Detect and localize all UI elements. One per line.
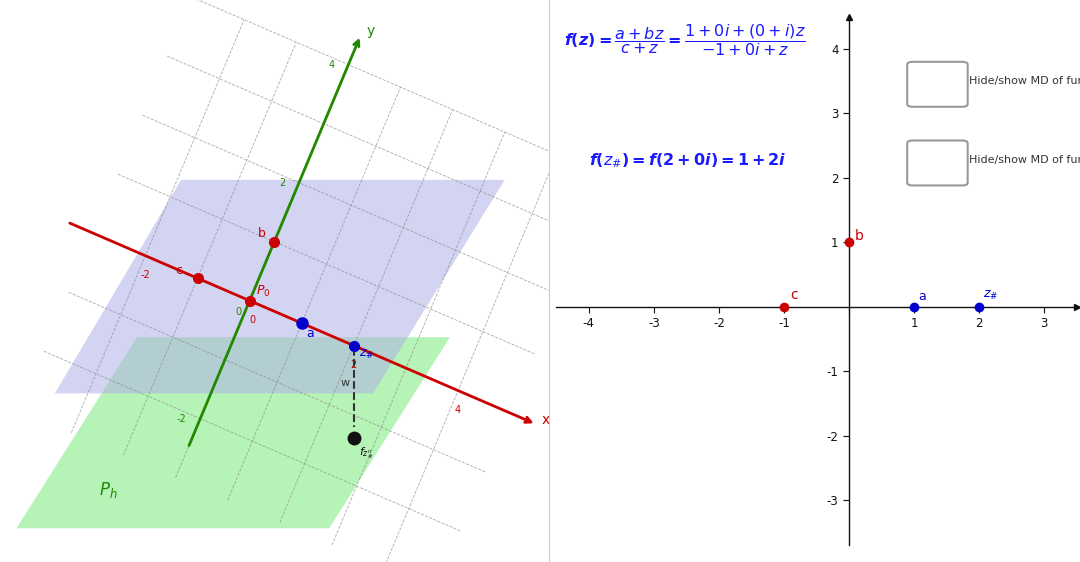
Text: $P_0$: $P_0$ xyxy=(256,284,271,299)
Text: -2: -2 xyxy=(177,414,187,424)
Text: $P_h$: $P_h$ xyxy=(98,479,118,500)
Text: x: x xyxy=(542,413,550,427)
Text: 0: 0 xyxy=(249,315,256,325)
Text: 4: 4 xyxy=(328,60,335,70)
Text: c: c xyxy=(176,264,183,277)
Text: a: a xyxy=(919,291,927,303)
Text: Hide/show MD of function with line: Hide/show MD of function with line xyxy=(969,76,1080,87)
Text: $f_{z_{\#}}$: $f_{z_{\#}}$ xyxy=(919,162,933,180)
Polygon shape xyxy=(16,337,450,528)
Text: $z_{\#}$: $z_{\#}$ xyxy=(983,289,998,302)
Text: $\boldsymbol{f(z) = \dfrac{a + bz}{c + z} = \dfrac{1 + 0i + (0 + i)z}{-1 + 0i + : $\boldsymbol{f(z) = \dfrac{a + bz}{c + z… xyxy=(564,22,806,58)
Text: 2: 2 xyxy=(351,360,357,370)
Text: $f_{z_{\#}^n}$: $f_{z_{\#}^n}$ xyxy=(360,445,374,461)
Text: Hide/show MD of function with circle: Hide/show MD of function with circle xyxy=(969,155,1080,165)
Text: -2: -2 xyxy=(140,270,150,280)
Text: w: w xyxy=(340,378,349,388)
Text: b: b xyxy=(258,227,266,240)
Text: 0: 0 xyxy=(235,307,242,317)
Text: 2: 2 xyxy=(279,178,285,188)
Text: a: a xyxy=(306,327,314,340)
Text: b: b xyxy=(855,229,864,243)
Text: 4: 4 xyxy=(455,405,461,415)
Polygon shape xyxy=(55,180,504,393)
Text: $\boldsymbol{f(z_{\#}) = f(2 + 0i) = 1 + 2i}$: $\boldsymbol{f(z_{\#}) = f(2 + 0i) = 1 +… xyxy=(589,152,786,170)
Text: c: c xyxy=(789,288,797,302)
Text: y: y xyxy=(366,24,375,38)
Text: $z_{\#}$: $z_{\#}$ xyxy=(360,348,375,361)
